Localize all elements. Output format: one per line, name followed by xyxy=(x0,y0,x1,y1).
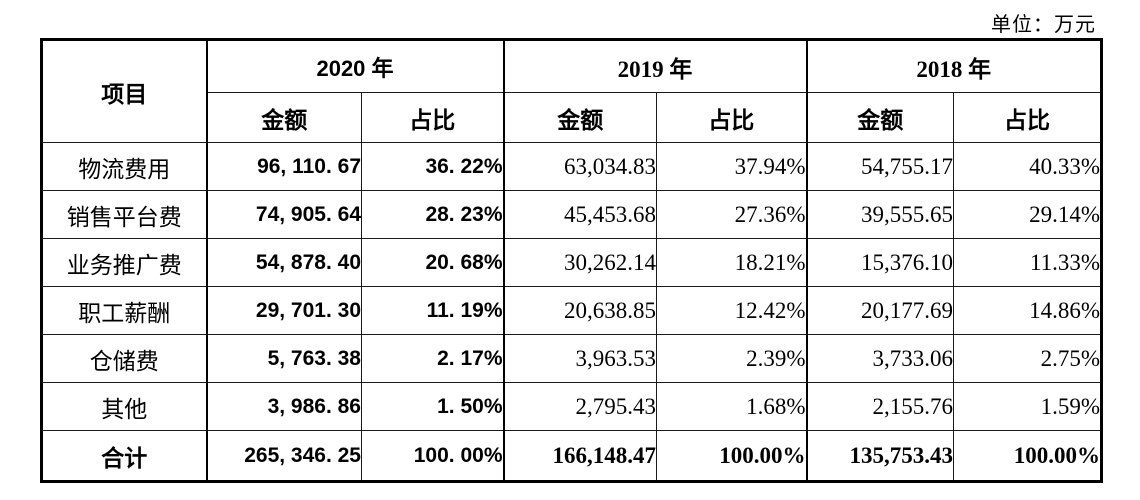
item-cell: 业务推广费 xyxy=(41,238,207,287)
amount-2020-cell: 29, 701. 30 xyxy=(205,286,362,335)
amount-2020-cell: 3, 986. 86 xyxy=(205,382,362,431)
item-cell: 仓储费 xyxy=(41,334,207,383)
amount-2018-cell: 2,155.76 xyxy=(805,382,954,431)
expense-breakdown-table: 项目 2020 年 2019 年 2018 年 金额 占比 金额 占比 金额 占… xyxy=(40,38,1103,483)
item-column-header: 项目 xyxy=(41,39,207,143)
amount-header-2019: 金额 xyxy=(502,92,657,143)
ratio-2019-cell: 2.39% xyxy=(656,334,807,383)
ratio-2018-cell: 14.86% xyxy=(953,286,1102,335)
ratio-header-2019: 占比 xyxy=(656,92,807,143)
amount-2018-cell: 3,733.06 xyxy=(805,334,954,383)
amount-2020-cell: 74, 905. 64 xyxy=(205,190,362,239)
amount-2018-cell: 54,755.17 xyxy=(805,142,954,191)
ratio-2020-cell: 36. 22% xyxy=(361,142,504,191)
total-ratio-2018-cell: 100.00% xyxy=(953,430,1102,482)
ratio-2018-cell: 40.33% xyxy=(953,142,1102,191)
year-header-2020: 2020 年 xyxy=(205,39,504,93)
ratio-2018-cell: 11.33% xyxy=(953,238,1102,287)
total-amount-2019-cell: 166,148.47 xyxy=(502,430,657,482)
ratio-2018-cell: 2.75% xyxy=(953,334,1102,383)
amount-2019-cell: 45,453.68 xyxy=(502,190,657,239)
ratio-2020-cell: 1. 50% xyxy=(361,382,504,431)
amount-2019-cell: 20,638.85 xyxy=(502,286,657,335)
table-row: 职工薪酬 29, 701. 30 11. 19% 20,638.85 12.42… xyxy=(41,286,1102,335)
ratio-2019-cell: 12.42% xyxy=(656,286,807,335)
ratio-2018-cell: 1.59% xyxy=(953,382,1102,431)
total-amount-2020-cell: 265, 346. 25 xyxy=(205,430,362,482)
ratio-2019-cell: 37.94% xyxy=(656,142,807,191)
total-label: 合计 xyxy=(41,430,207,482)
amount-2019-cell: 2,795.43 xyxy=(502,382,657,431)
amount-2020-cell: 5, 763. 38 xyxy=(205,334,362,383)
item-cell: 其他 xyxy=(41,382,207,431)
total-ratio-2019-cell: 100.00% xyxy=(656,430,807,482)
ratio-2018-cell: 29.14% xyxy=(953,190,1102,239)
ratio-2019-cell: 18.21% xyxy=(656,238,807,287)
year-header-2018: 2018 年 xyxy=(805,39,1102,93)
item-cell: 销售平台费 xyxy=(41,190,207,239)
ratio-2020-cell: 2. 17% xyxy=(361,334,504,383)
amount-2020-cell: 96, 110. 67 xyxy=(205,142,362,191)
ratio-2020-cell: 28. 23% xyxy=(361,190,504,239)
ratio-2019-cell: 27.36% xyxy=(656,190,807,239)
table-total-row: 合计 265, 346. 25 100. 00% 166,148.47 100.… xyxy=(41,430,1102,482)
table-row: 仓储费 5, 763. 38 2. 17% 3,963.53 2.39% 3,7… xyxy=(41,334,1102,383)
table-row: 物流费用 96, 110. 67 36. 22% 63,034.83 37.94… xyxy=(41,142,1102,191)
table-row: 业务推广费 54, 878. 40 20. 68% 30,262.14 18.2… xyxy=(41,238,1102,287)
ratio-header-2020: 占比 xyxy=(361,92,504,143)
item-cell: 物流费用 xyxy=(41,142,207,191)
amount-header-2020: 金额 xyxy=(205,92,362,143)
amount-2020-cell: 54, 878. 40 xyxy=(205,238,362,287)
amount-2018-cell: 20,177.69 xyxy=(805,286,954,335)
ratio-2019-cell: 1.68% xyxy=(656,382,807,431)
amount-2019-cell: 3,963.53 xyxy=(502,334,657,383)
amount-header-2018: 金额 xyxy=(805,92,954,143)
amount-2019-cell: 63,034.83 xyxy=(502,142,657,191)
table-row: 其他 3, 986. 86 1. 50% 2,795.43 1.68% 2,15… xyxy=(41,382,1102,431)
table-header-years: 项目 2020 年 2019 年 2018 年 xyxy=(41,39,1102,143)
ratio-2020-cell: 20. 68% xyxy=(361,238,504,287)
total-ratio-2020-cell: 100. 00% xyxy=(361,430,504,482)
amount-2019-cell: 30,262.14 xyxy=(502,238,657,287)
ratio-header-2018: 占比 xyxy=(953,92,1102,143)
total-amount-2018-cell: 135,753.43 xyxy=(805,430,954,482)
item-cell: 职工薪酬 xyxy=(41,286,207,335)
year-header-2019: 2019 年 xyxy=(502,39,807,93)
table-row: 销售平台费 74, 905. 64 28. 23% 45,453.68 27.3… xyxy=(41,190,1102,239)
amount-2018-cell: 39,555.65 xyxy=(805,190,954,239)
amount-2018-cell: 15,376.10 xyxy=(805,238,954,287)
unit-label: 单位：万元 xyxy=(991,14,1096,36)
ratio-2020-cell: 11. 19% xyxy=(361,286,504,335)
